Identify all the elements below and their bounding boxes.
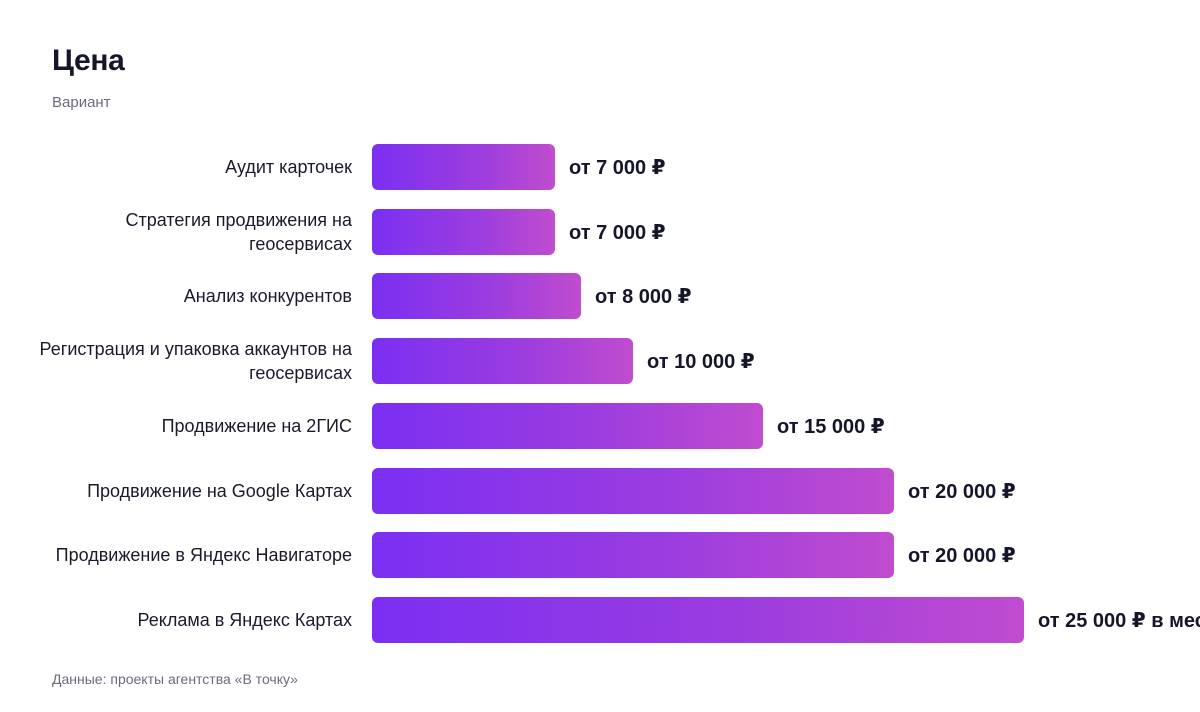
value-label: от 10 000 ₽ <box>647 350 755 373</box>
bar <box>372 597 1024 643</box>
category-label: Продвижение в Яндекс Навигаторе <box>55 545 352 565</box>
value-label: от 8 000 ₽ <box>595 285 692 308</box>
bar-row: Стратегия продвижения на геосервисах от 7… <box>0 209 1200 255</box>
category-label: Стратегия продвижения на геосервисах <box>125 210 352 254</box>
bar <box>372 209 555 255</box>
value-label: от 15 000 ₽ <box>777 415 885 438</box>
category-label: Продвижение на 2ГИС <box>161 416 352 436</box>
chart-subtitle: Вариант <box>52 94 111 111</box>
value-label: от 20 000 ₽ <box>908 480 1016 503</box>
bar-row: Аудит карточек от 7 000 ₽ <box>0 144 1200 190</box>
value-label: от 7 000 ₽ <box>569 156 666 179</box>
bar <box>372 468 894 514</box>
category-label: Анализ конкурентов <box>183 286 352 306</box>
bar-row: Продвижение на Google Картах от 20 000 ₽ <box>0 468 1200 514</box>
bar-row: Регистрация и упаковка аккаунтов на геос… <box>0 338 1200 384</box>
bar-row: Продвижение на 2ГИС от 15 000 ₽ <box>0 403 1200 449</box>
bar <box>372 144 555 190</box>
category-label: Продвижение на Google Картах <box>87 481 352 501</box>
value-label: от 20 000 ₽ <box>908 544 1016 567</box>
bar <box>372 338 633 384</box>
bar <box>372 403 763 449</box>
bar-row: Продвижение в Яндекс Навигаторе от 20 000… <box>0 532 1200 578</box>
value-label: от 25 000 ₽ в месяц <box>1038 609 1200 632</box>
data-source-note: Данные: проекты агентства «В точку» <box>52 671 298 687</box>
value-label: от 7 000 ₽ <box>569 221 666 244</box>
bar <box>372 273 581 319</box>
category-label: Реклама в Яндекс Картах <box>137 610 352 630</box>
bar <box>372 532 894 578</box>
category-label: Аудит карточек <box>225 157 352 177</box>
chart-title: Цена <box>52 44 125 77</box>
bar-row: Анализ конкурентов от 8 000 ₽ <box>0 273 1200 319</box>
bar-row: Реклама в Яндекс Картах от 25 000 ₽ в мес… <box>0 597 1200 643</box>
category-label: Регистрация и упаковка аккаунтов на геос… <box>39 339 352 383</box>
